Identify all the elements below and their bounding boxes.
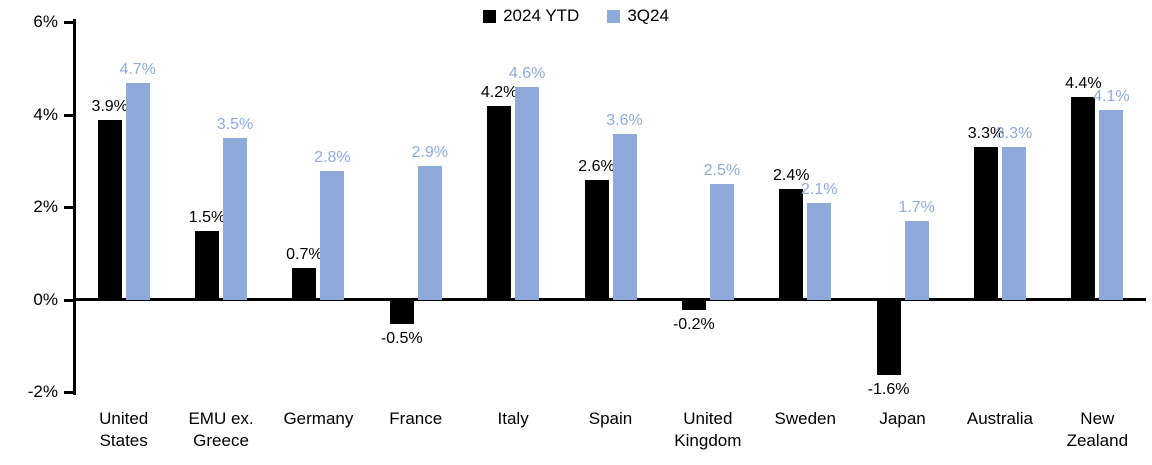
bar-2024-ytd-japan xyxy=(876,301,901,375)
y-axis-tick xyxy=(64,298,74,302)
bar-3q24-sweden xyxy=(807,202,832,300)
bar-value-label-2024-ytd-spain: 2.6% xyxy=(578,157,615,175)
bar-3q24-italy xyxy=(515,87,540,300)
bar-3q24-united-states xyxy=(125,82,150,300)
bar-value-label-3q24-australia: 3.3% xyxy=(995,125,1033,143)
bar-value-label-2024-ytd-germany: 0.7% xyxy=(286,245,323,263)
x-axis-category-label-spain: Spain xyxy=(588,409,633,428)
y-axis-tick-label: 2% xyxy=(33,197,58,216)
bar-value-label-3q24-france: 2.9% xyxy=(411,143,448,161)
y-axis-tick xyxy=(64,391,74,394)
bar-value-label-2024-ytd-japan: -1.6% xyxy=(867,381,910,398)
x-axis-category-label-sweden: Sweden xyxy=(774,409,836,428)
bar-value-label-3q24-sweden: 2.1% xyxy=(800,180,838,198)
bar-value-label-3q24-united-kingdom: 2.5% xyxy=(703,162,741,180)
bar-value-label-2024-ytd-united-kingdom: -0.2% xyxy=(672,316,715,334)
bar-value-label-2024-ytd-italy: 4.2% xyxy=(480,83,518,101)
bar-value-label-2024-ytd-new-zealand: 4.4% xyxy=(1065,74,1102,92)
bar-2024-ytd-united-kingdom xyxy=(681,301,706,311)
bar-2024-ytd-australia xyxy=(973,147,998,300)
y-axis-tick-label: 0% xyxy=(33,289,58,309)
x-axis-baseline xyxy=(73,298,1146,301)
x-axis-category-label-germany: Germany xyxy=(283,409,354,428)
bar-3q24-australia xyxy=(1001,147,1026,300)
bar-2024-ytd-emu-ex-greece xyxy=(195,230,220,300)
x-axis-category-label-united-states: United States xyxy=(99,409,149,450)
bar-value-label-3q24-new-zealand: 4.1% xyxy=(1093,88,1130,106)
legend-item-3q24: 3Q24 xyxy=(607,6,669,26)
bar-2024-ytd-united-states xyxy=(97,119,122,300)
bar-3q24-emu-ex-greece xyxy=(223,138,248,300)
bar-2024-ytd-new-zealand xyxy=(1071,96,1096,300)
bar-value-label-2024-ytd-australia: 3.3% xyxy=(967,125,1005,143)
bar-value-label-2024-ytd-sweden: 2.4% xyxy=(772,167,810,184)
bar-value-label-2024-ytd-united-states: 3.9% xyxy=(91,97,128,115)
x-axis-category-label-japan: Japan xyxy=(879,409,926,428)
bar-2024-ytd-germany xyxy=(292,267,317,300)
x-axis-category-label-united-kingdom: United Kingdom xyxy=(674,409,742,450)
y-axis-tick xyxy=(64,206,74,209)
x-axis-category-label-emu-ex-greece: EMU ex. Greece xyxy=(188,409,254,450)
bar-value-label-2024-ytd-emu-ex-greece: 1.5% xyxy=(188,208,226,226)
bar-3q24-france xyxy=(417,165,442,300)
bar-3q24-new-zealand xyxy=(1099,110,1124,300)
y-axis-tick xyxy=(64,21,74,24)
bar-value-label-2024-ytd-france: -0.5% xyxy=(380,330,423,348)
legend-label-3q24: 3Q24 xyxy=(627,6,669,25)
bar-value-label-3q24-united-states: 4.7% xyxy=(119,60,156,78)
bar-value-label-3q24-spain: 3.6% xyxy=(606,111,643,129)
bar-3q24-germany xyxy=(320,170,345,300)
bar-value-label-3q24-germany: 2.8% xyxy=(314,148,351,166)
legend-swatch-2024-ytd-icon xyxy=(483,9,497,23)
y-axis-tick xyxy=(64,113,74,117)
y-axis-tick-label: 4% xyxy=(33,104,58,124)
bar-2024-ytd-france xyxy=(389,301,414,325)
y-axis-tick-label: 6% xyxy=(33,12,58,31)
x-axis-category-label-italy: Italy xyxy=(497,409,529,428)
x-axis-category-label-australia: Australia xyxy=(966,409,1034,428)
bar-3q24-united-kingdom xyxy=(709,184,734,300)
x-axis-category-label-france: France xyxy=(389,409,443,428)
bar-3q24-japan xyxy=(904,221,929,300)
legend-item-2024-ytd: 2024 YTD xyxy=(483,6,579,26)
bar-2024-ytd-italy xyxy=(487,105,512,300)
y-axis-line xyxy=(73,18,76,395)
bar-value-label-3q24-japan: 1.7% xyxy=(898,199,935,217)
bar-2024-ytd-sweden xyxy=(779,189,804,300)
chart-legend: 2024 YTD 3Q24 xyxy=(0,6,1152,26)
bar-3q24-spain xyxy=(612,133,637,300)
legend-label-2024-ytd: 2024 YTD xyxy=(503,6,580,25)
y-axis-tick-label: -2% xyxy=(27,382,58,401)
x-axis-category-label-new-zealand: New Zealand xyxy=(1066,409,1129,450)
legend-swatch-3q24-icon xyxy=(607,9,621,23)
bar-value-label-3q24-emu-ex-greece: 3.5% xyxy=(216,116,254,134)
bar-value-label-3q24-italy: 4.6% xyxy=(508,65,546,83)
bar-2024-ytd-spain xyxy=(584,179,609,300)
